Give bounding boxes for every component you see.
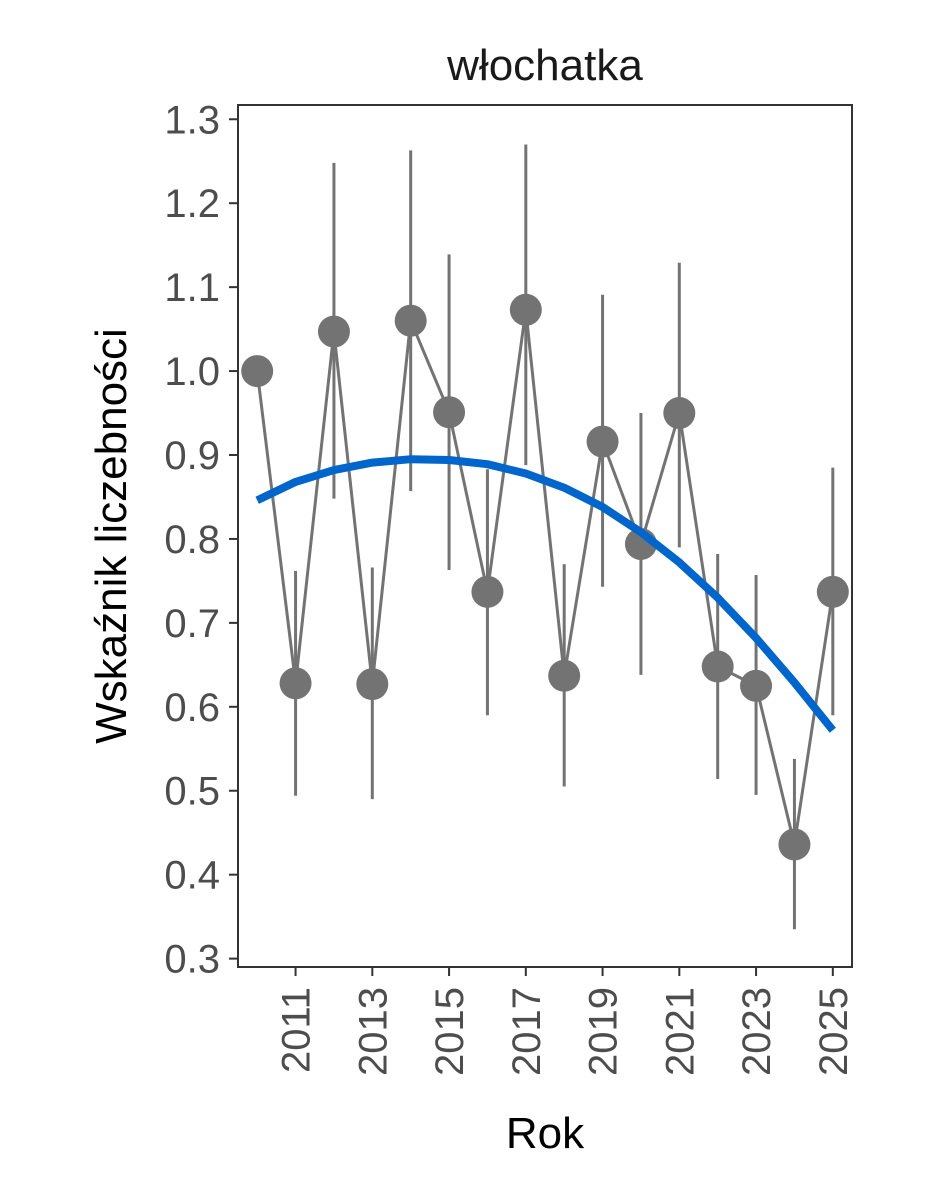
x-tick-label: 2021 <box>658 987 702 1076</box>
data-points <box>241 293 849 861</box>
trend-line <box>255 455 836 733</box>
trend-layer <box>255 455 836 733</box>
x-tick-label: 2019 <box>582 987 626 1076</box>
x-tick-label: 2023 <box>735 987 779 1076</box>
y-axis: 0.3 0.4 0.5 0.6 0.7 0.8 0.9 1.0 1.1 1.2 1.3 <box>164 98 238 982</box>
data-point <box>433 396 466 429</box>
data-point <box>586 425 619 458</box>
y-tick-label: 1.1 <box>164 266 220 310</box>
x-tick-label: 2017 <box>505 987 549 1076</box>
y-tick-label: 0.6 <box>164 686 220 730</box>
data-point <box>548 659 581 692</box>
data-point <box>394 304 427 337</box>
x-axis: 2011 2013 2015 2017 2019 2021 2023 2025 <box>275 967 856 1076</box>
y-axis-title: Wskaźnik liczebności <box>87 328 136 744</box>
chart-title: włochatka <box>446 41 643 90</box>
x-axis-title: Rok <box>506 1109 585 1158</box>
y-tick-label: 0.8 <box>164 518 220 562</box>
y-tick-label: 0.9 <box>164 434 220 478</box>
data-point <box>356 668 389 701</box>
data-point <box>816 575 849 608</box>
series-line <box>255 308 835 846</box>
x-tick-label: 2015 <box>428 987 472 1076</box>
x-tick-label: 2025 <box>812 987 856 1076</box>
error-bars <box>294 144 835 930</box>
x-tick-label: 2013 <box>351 987 395 1076</box>
y-tick-label: 1.0 <box>164 350 220 394</box>
y-tick-label: 0.5 <box>164 770 220 814</box>
y-tick-label: 0.3 <box>164 938 220 982</box>
y-tick-label: 0.7 <box>164 602 220 646</box>
data-point <box>740 669 773 702</box>
y-tick-label: 0.4 <box>164 854 220 898</box>
data-point <box>509 293 542 326</box>
plot-panel <box>237 104 853 968</box>
data-point <box>663 397 696 430</box>
data-point <box>317 315 350 348</box>
y-tick-label: 1.3 <box>164 98 220 142</box>
data-point <box>279 667 312 700</box>
y-tick-label: 1.2 <box>164 182 220 226</box>
x-tick-label: 2011 <box>275 987 319 1073</box>
series-lines <box>255 308 835 846</box>
data-point <box>241 355 274 388</box>
data-point <box>701 650 734 683</box>
data-point <box>471 575 504 608</box>
data-point <box>778 828 811 861</box>
